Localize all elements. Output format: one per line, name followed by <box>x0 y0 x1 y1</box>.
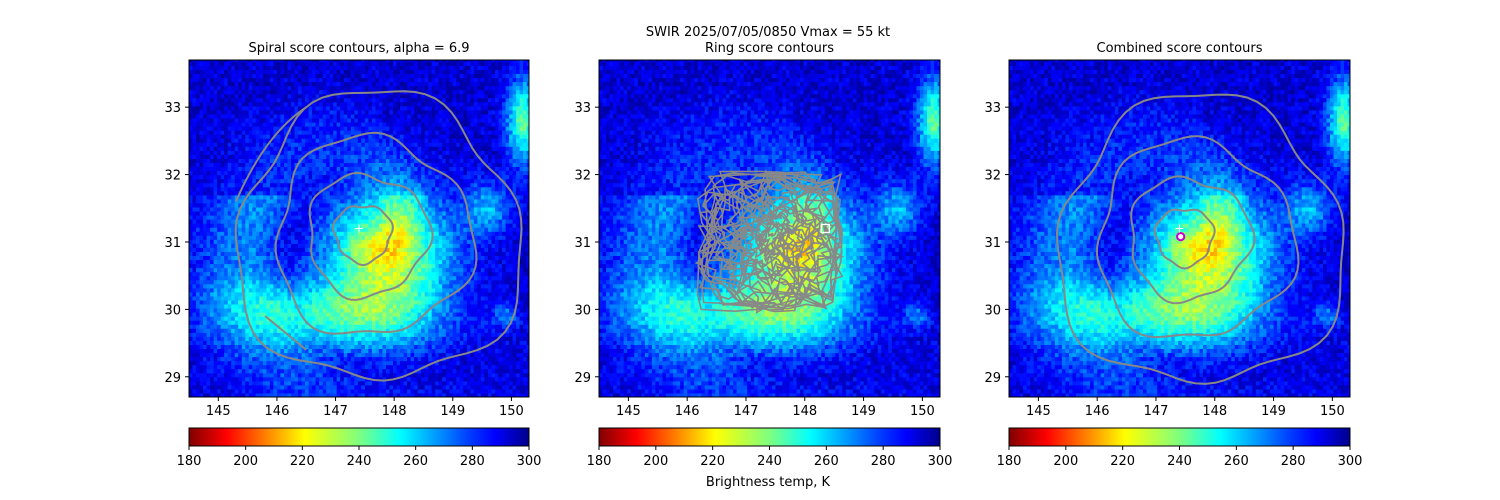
panel-3: Combined score contours 145 146 147 148 149 15… <box>984 41 1362 469</box>
x-tick-label: 147 <box>323 404 348 419</box>
colorbar-tick-label: 200 <box>1053 454 1078 469</box>
contour-line <box>234 106 307 202</box>
axes-frame <box>188 59 530 398</box>
panel-2: Ring score contours 145 146 147 148 149 150 29 3… <box>574 41 952 469</box>
x-tick-label: 150 <box>910 404 935 419</box>
contour-line <box>264 315 307 351</box>
colorbar-tick-label: 300 <box>1338 454 1363 469</box>
y-tick-label: 31 <box>574 236 591 251</box>
x-tick-label: 149 <box>851 404 876 419</box>
x-tick-label: 148 <box>382 404 407 419</box>
contours-2 <box>694 168 845 314</box>
contours-1 <box>234 90 523 382</box>
y-tick-label: 29 <box>164 371 181 386</box>
y-tick-label: 31 <box>164 236 181 251</box>
colorbar-tick-label: 300 <box>928 454 953 469</box>
center-marker <box>1176 231 1186 242</box>
colorbar <box>598 427 941 447</box>
x-tick-label: 149 <box>440 404 465 419</box>
colorbar-tick-label: 240 <box>347 454 372 469</box>
x-tick-label: 147 <box>1144 404 1169 419</box>
x-tick-label: 146 <box>265 404 290 419</box>
colorbar-tick-label: 220 <box>700 454 725 469</box>
colorbar-tick-label: 220 <box>1110 454 1135 469</box>
panel-title: Spiral score contours, alpha = 6.9 <box>248 41 469 56</box>
center-marker <box>355 224 363 233</box>
colorbar-tick-label: 260 <box>814 454 839 469</box>
colorbar-tick-label: 300 <box>517 454 542 469</box>
contour-line <box>274 131 478 335</box>
y-tick-label: 29 <box>574 371 591 386</box>
x-tick-label: 146 <box>1085 404 1110 419</box>
x-tick-label: 149 <box>1261 404 1286 419</box>
y-tick-label: 32 <box>984 169 1001 184</box>
colorbar-tick-label: 180 <box>177 454 202 469</box>
y-tick-label: 32 <box>164 169 181 184</box>
contour-line <box>331 205 394 266</box>
x-tick-label: 145 <box>1026 404 1051 419</box>
colorbar <box>188 427 530 447</box>
x-tick-label: 148 <box>792 404 817 419</box>
y-tick-label: 30 <box>164 303 181 318</box>
heatmap-3 <box>1009 60 1350 397</box>
axes-frame <box>598 59 941 398</box>
x-tick-label: 145 <box>206 404 231 419</box>
panel-title: Combined score contours <box>1097 41 1263 56</box>
axes-frame <box>1008 59 1351 398</box>
x-tick-label: 147 <box>734 404 759 419</box>
colorbar-tick-label: 240 <box>1167 454 1192 469</box>
colorbar-tick-label: 240 <box>757 454 782 469</box>
x-tick-label: 150 <box>499 404 524 419</box>
contour-line <box>234 90 523 382</box>
colorbar-tick-label: 280 <box>460 454 485 469</box>
y-tick-label: 32 <box>574 169 591 184</box>
y-tick-label: 29 <box>984 371 1001 386</box>
y-tick-label: 30 <box>984 303 1001 318</box>
colorbar-tick-label: 180 <box>997 454 1022 469</box>
colorbar-tick-label: 200 <box>643 454 668 469</box>
colorbar-tick-label: 220 <box>290 454 315 469</box>
colorbar-tick-label: 260 <box>1224 454 1249 469</box>
contour-line <box>1153 208 1216 270</box>
contours-3 <box>1055 93 1345 385</box>
center-marker-secondary <box>1175 224 1184 233</box>
colorbar-tick-label: 180 <box>587 454 612 469</box>
figure-suptitle: SWIR 2025/07/05/0850 Vmax = 55 kt <box>646 25 890 40</box>
colorbar <box>1008 427 1351 447</box>
contour-line <box>308 171 434 301</box>
x-tick-label: 146 <box>675 404 700 419</box>
center-marker <box>820 223 831 234</box>
colorbar-tick-label: 280 <box>1281 454 1306 469</box>
y-tick-label: 33 <box>574 101 591 116</box>
y-tick-label: 33 <box>984 101 1001 116</box>
colorbar-tick-label: 280 <box>871 454 896 469</box>
contour-line <box>694 168 845 314</box>
y-tick-label: 31 <box>984 236 1001 251</box>
contour-line <box>1055 93 1345 385</box>
x-tick-label: 150 <box>1320 404 1345 419</box>
panel-1: Spiral score contours, alpha = 6.9 145 146… <box>164 41 541 469</box>
y-tick-label: 30 <box>574 303 591 318</box>
contour-line <box>1095 135 1300 339</box>
colorbar-tick-label: 200 <box>233 454 258 469</box>
colorbar-label: Brightness temp, K <box>706 475 831 490</box>
colorbar-tick-label: 260 <box>403 454 428 469</box>
x-tick-label: 148 <box>1202 404 1227 419</box>
heatmap-1 <box>189 60 529 397</box>
y-tick-label: 33 <box>164 101 181 116</box>
x-tick-label: 145 <box>616 404 641 419</box>
panel-title: Ring score contours <box>705 41 834 56</box>
contour-line <box>1130 175 1256 305</box>
